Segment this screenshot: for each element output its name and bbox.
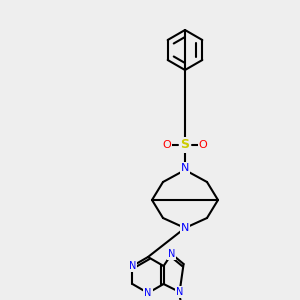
Text: O: O xyxy=(163,140,171,150)
Text: S: S xyxy=(181,139,190,152)
Text: N: N xyxy=(129,261,136,271)
Text: N: N xyxy=(181,223,189,233)
Text: N: N xyxy=(176,287,183,297)
Text: N: N xyxy=(144,288,152,298)
Text: N: N xyxy=(181,163,189,173)
Text: N: N xyxy=(181,223,189,233)
Text: N: N xyxy=(168,249,175,259)
Text: O: O xyxy=(199,140,207,150)
